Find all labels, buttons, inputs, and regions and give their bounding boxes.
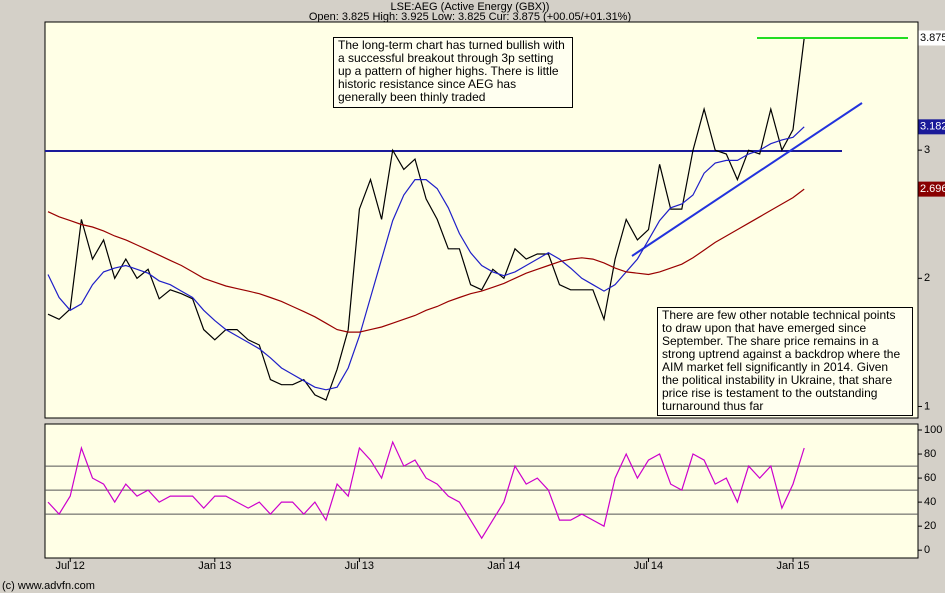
x-tick-label: Jan 13 [198, 560, 231, 572]
last-value-box [918, 119, 945, 135]
last-value-label: 3.875 [920, 32, 945, 44]
series-line [47, 440, 805, 540]
x-tick-label: Jul 14 [634, 560, 663, 572]
x-tick-label: Jan 14 [487, 560, 520, 572]
y-tick-label: 1 [924, 400, 930, 412]
last-value-label: 3.182 [920, 121, 945, 133]
series-line [47, 37, 805, 401]
chart-subtitle: Open: 3.825 High: 3.925 Low: 3.825 Cur: … [309, 11, 631, 23]
y-tick-label: 40 [924, 496, 936, 508]
y-tick-label: 100 [924, 424, 942, 436]
y-tick-label: 0 [924, 544, 930, 556]
trend-line [631, 102, 863, 257]
annotation: There are few other notable technical po… [657, 307, 913, 416]
y-tick-label: 3 [924, 144, 930, 156]
source: (c) www.advfn.com [2, 580, 95, 592]
y-tick-label: 20 [924, 520, 936, 532]
x-tick-label: Jul 12 [56, 560, 85, 572]
y-tick-label: 80 [924, 448, 936, 460]
last-value-box [918, 30, 945, 46]
annotation: The long-term chart has turned bullish w… [333, 37, 573, 108]
y-tick-label: 2 [924, 272, 930, 284]
series-line [47, 188, 805, 333]
y-tick-label: 60 [924, 472, 936, 484]
last-value-label: 2.696 [920, 183, 945, 195]
series-line [47, 126, 805, 391]
rsi-panel [44, 423, 919, 559]
x-tick-label: Jul 13 [345, 560, 374, 572]
chart-title: LSE:AEG (Active Energy (GBX)) [391, 1, 550, 13]
last-value-box [918, 181, 945, 197]
x-tick-label: Jan 15 [777, 560, 810, 572]
